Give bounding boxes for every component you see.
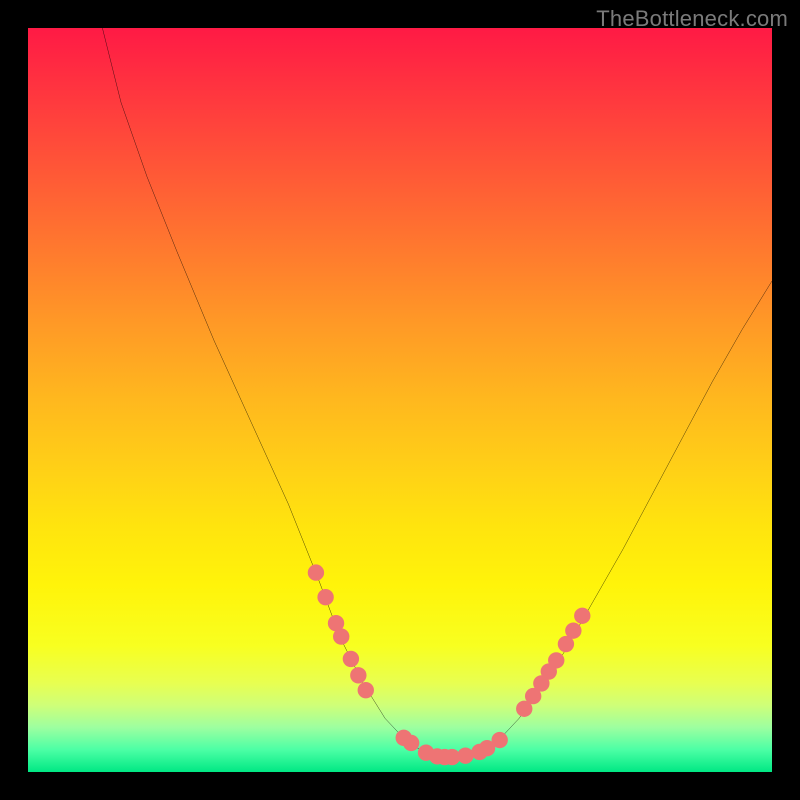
marker-point — [333, 628, 349, 644]
marker-point — [403, 735, 419, 751]
marker-cluster-right — [516, 608, 590, 717]
marker-point — [308, 564, 324, 580]
bottleneck-curve — [102, 28, 772, 757]
plot-area — [28, 28, 772, 772]
marker-point — [358, 682, 374, 698]
marker-point — [457, 747, 473, 763]
marker-cluster-valley — [396, 730, 508, 766]
marker-point — [350, 667, 366, 683]
marker-cluster-left — [308, 564, 374, 698]
curve-layer — [28, 28, 772, 772]
marker-point — [574, 608, 590, 624]
marker-point — [565, 622, 581, 638]
chart-container: TheBottleneck.com — [0, 0, 800, 800]
marker-point — [548, 652, 564, 668]
marker-point — [492, 732, 508, 748]
watermark-text: TheBottleneck.com — [596, 6, 788, 32]
marker-point — [343, 651, 359, 667]
marker-point — [317, 589, 333, 605]
